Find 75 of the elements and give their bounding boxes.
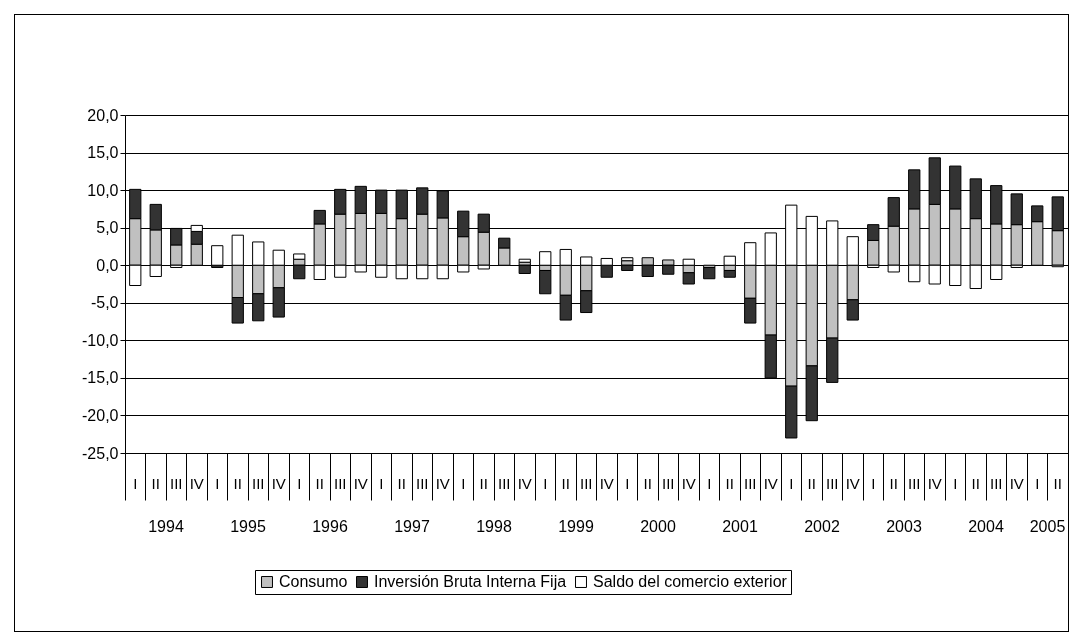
x-tick-label: III xyxy=(169,474,183,492)
x-tick-label: III xyxy=(743,474,757,492)
x-tick-label: II xyxy=(971,474,980,492)
x-tick-label: II xyxy=(643,474,652,492)
x-tick-label: III xyxy=(907,474,921,492)
x-tick-label: II xyxy=(889,474,898,492)
x-tick-label: IV xyxy=(681,474,696,492)
text: 2004 xyxy=(968,518,1004,535)
text: 1999 xyxy=(558,518,594,535)
x-tick-label: IV xyxy=(353,474,368,492)
x-tick-label: III xyxy=(415,474,429,492)
text: 2000 xyxy=(640,518,676,535)
x-tick-label: II xyxy=(1053,474,1062,492)
x-tick-label: IV xyxy=(599,474,614,492)
x-tick-label: II xyxy=(315,474,324,492)
x-tick-label: IV xyxy=(763,474,778,492)
x-tick-label: III xyxy=(497,474,511,492)
x-tick-label: IV xyxy=(845,474,860,492)
x-tick-label: I xyxy=(871,474,876,492)
x-tick-label: III xyxy=(989,474,1003,492)
text: 1998 xyxy=(476,518,512,535)
text: 2001 xyxy=(722,518,758,535)
x-tick-label: II xyxy=(807,474,816,492)
x-tick-label: IV xyxy=(1009,474,1024,492)
x-tick-label: I xyxy=(707,474,712,492)
bar xyxy=(703,266,716,280)
x-tick-label: II xyxy=(151,474,160,492)
x-tick-label: I xyxy=(379,474,384,492)
text: 2002 xyxy=(804,518,840,535)
x-tick-label: II xyxy=(725,474,734,492)
x-tick-label: IV xyxy=(927,474,942,492)
x-tick-label: II xyxy=(233,474,242,492)
x-tick-label: II xyxy=(479,474,488,492)
y-tick-label: -5,0 xyxy=(90,294,119,312)
y-tick-label: -25,0 xyxy=(82,444,119,462)
x-tick-label: IV xyxy=(517,474,532,492)
y-tick-label: 0,0 xyxy=(96,256,119,274)
y-tick-label: -10,0 xyxy=(82,331,119,349)
y-tick-label: -20,0 xyxy=(82,406,119,424)
y-tick-label: 20,0 xyxy=(87,106,119,124)
x-tick-label: I xyxy=(953,474,958,492)
x-tick-label: III xyxy=(825,474,839,492)
x-tick-label: I xyxy=(625,474,630,492)
legend-label: Saldo del comercio exterior xyxy=(593,573,788,590)
bar xyxy=(539,269,552,295)
x-tick-label: I xyxy=(215,474,220,492)
text: 1996 xyxy=(312,518,348,535)
y-tick-label: 15,0 xyxy=(87,144,119,162)
x-tick-label: III xyxy=(333,474,347,492)
bar xyxy=(621,257,634,262)
x-tick-label: II xyxy=(397,474,406,492)
legend-label: Consumo xyxy=(279,573,348,590)
x-tick-label: IV xyxy=(435,474,450,492)
x-tick-label: I xyxy=(133,474,138,492)
x-tick-label: III xyxy=(251,474,265,492)
x-tick-label: I xyxy=(789,474,794,492)
y-tick-label: -15,0 xyxy=(82,369,119,387)
x-tick-label: II xyxy=(561,474,570,492)
y-tick-label: 10,0 xyxy=(87,181,119,199)
x-tick-label: I xyxy=(543,474,548,492)
bar xyxy=(723,269,736,278)
x-tick-label: IV xyxy=(271,474,286,492)
x-tick-label: I xyxy=(297,474,302,492)
x-tick-label: I xyxy=(461,474,466,492)
x-tick-label: III xyxy=(661,474,675,492)
text: 1995 xyxy=(230,518,266,535)
y-tick-label: 5,0 xyxy=(96,219,119,237)
x-tick-label: IV xyxy=(189,474,204,492)
x-tick-label: I xyxy=(1035,474,1040,492)
text: 1997 xyxy=(394,518,430,535)
text: 1994 xyxy=(148,518,184,535)
text: 2003 xyxy=(886,518,922,535)
x-tick-label: III xyxy=(579,474,593,492)
text: 2005 xyxy=(1029,518,1066,535)
legend-label: Inversión Bruta Interna Fija xyxy=(374,573,567,590)
